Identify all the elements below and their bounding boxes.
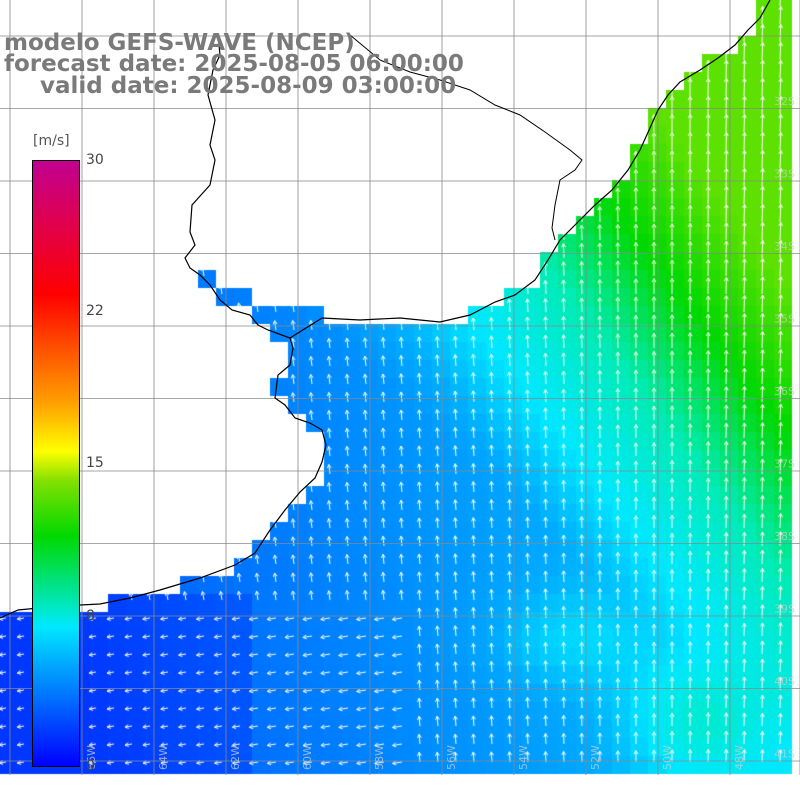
latitude-label: 38S <box>774 530 795 543</box>
longitude-label: 62W <box>229 745 242 770</box>
colorbar-tick-label: 15 <box>86 455 104 471</box>
longitude-label: 50W <box>661 745 674 770</box>
latitude-label: 36S <box>774 385 795 398</box>
latitude-label: 32S <box>774 95 795 108</box>
longitude-label: 48W <box>733 745 746 770</box>
latitude-label: 40S <box>774 675 795 688</box>
uruguay-border <box>349 34 583 241</box>
longitude-label: 60W <box>301 745 314 770</box>
wind-speed-field <box>0 0 800 775</box>
latitude-label: 34S <box>774 240 795 253</box>
longitude-label: 56W <box>445 745 458 770</box>
colorbar-tick-label: 8 <box>86 608 95 624</box>
coastline <box>0 0 771 619</box>
colorbar-tick-label: 22 <box>86 303 104 319</box>
latitude-label: 35S <box>774 313 795 326</box>
valid-date: valid date: 2025-08-09 03:00:00 <box>40 73 457 99</box>
longitude-label: 58W <box>373 745 386 770</box>
longitude-label: 64W <box>157 745 170 770</box>
latitude-label: 33S <box>774 168 795 181</box>
map-overlay: 32S 33S 34S 35S 36S 37S 38S 39S 40S 41S 66W 64W 62W… <box>0 0 800 775</box>
longitude-labels: 66W 64W 62W 60W 58W 56W 54W 52W 50W 48W <box>85 745 746 770</box>
colorbar-gradient <box>32 160 80 767</box>
longitude-label: 66W <box>85 745 98 770</box>
longitude-label: 54W <box>517 745 530 770</box>
colorbar-units: [m/s] <box>33 133 70 149</box>
latitude-label: 39S <box>774 603 795 616</box>
latitude-label: 41S <box>774 748 795 761</box>
map-title: modelo GEFS-WAVE (NCEP) <box>4 30 355 56</box>
latitude-labels: 32S 33S 34S 35S 36S 37S 38S 39S 40S 41S <box>774 95 795 761</box>
latitude-label: 37S <box>774 458 795 471</box>
map-area: 32S 33S 34S 35S 36S 37S 38S 39S 40S 41S 66W 64W 62W… <box>0 0 800 775</box>
lat-lon-grid <box>0 0 800 775</box>
colorbar-tick-label: 0 <box>86 758 95 774</box>
bottom-margin <box>0 775 800 800</box>
colorbar-tick-label: 30 <box>86 152 104 168</box>
longitude-label: 52W <box>589 745 602 770</box>
colorbar: [m/s] 30 22 15 8 0 <box>0 128 110 778</box>
forecast-date: forecast date: 2025-08-05 06:00:00 <box>4 51 464 77</box>
